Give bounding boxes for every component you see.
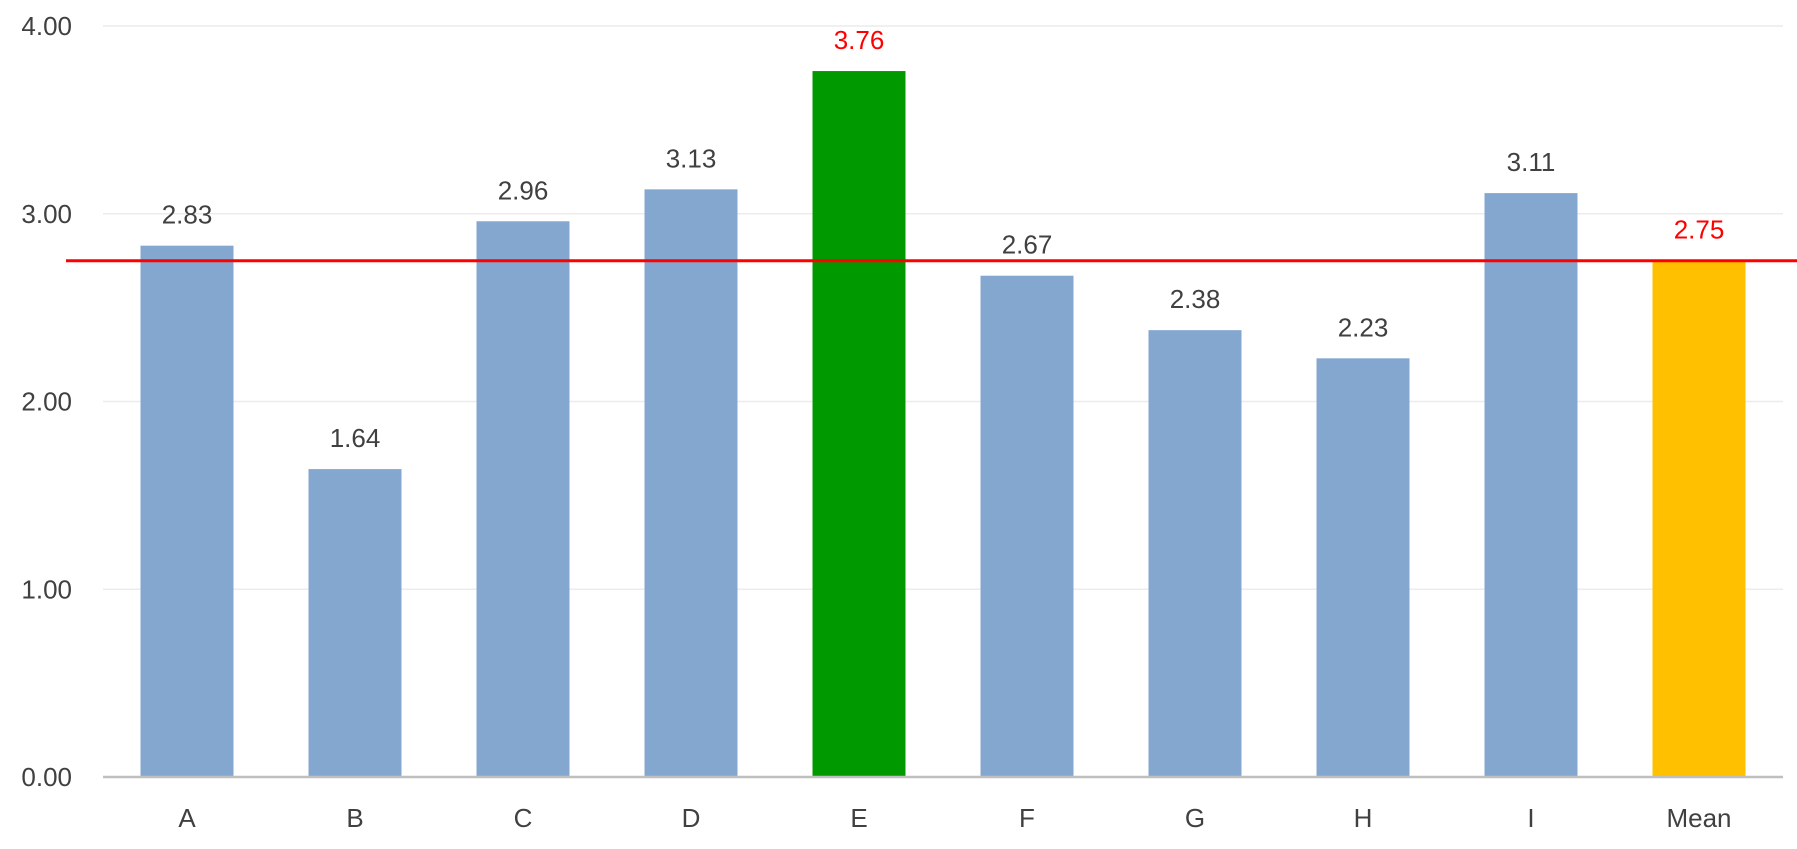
- data-label-d: 3.13: [666, 143, 717, 173]
- bar-e: [812, 71, 906, 777]
- x-category-label: F: [1019, 803, 1035, 833]
- x-category-label: I: [1527, 803, 1534, 833]
- data-label-e: 3.76: [834, 25, 885, 55]
- bar-i: [1484, 193, 1578, 777]
- data-label-h: 2.23: [1338, 312, 1389, 342]
- x-category-label: G: [1185, 803, 1205, 833]
- y-axis-ticks: 0.00 1.00 2.00 3.00 4.00: [21, 11, 72, 792]
- data-label-c: 2.96: [498, 175, 549, 205]
- x-category-label: H: [1354, 803, 1373, 833]
- bar-b: [308, 469, 402, 777]
- x-category-label: B: [346, 803, 363, 833]
- bar-d: [644, 189, 738, 777]
- bar-mean: [1652, 260, 1746, 777]
- data-label-a: 2.83: [162, 200, 213, 230]
- y-tick-label: 0.00: [21, 762, 72, 792]
- y-tick-label: 2.00: [21, 387, 72, 417]
- y-tick-label: 3.00: [21, 199, 72, 229]
- bar-f: [980, 275, 1074, 777]
- x-category-label: D: [682, 803, 701, 833]
- data-label-i: 3.11: [1507, 147, 1556, 177]
- data-label-b: 1.64: [330, 423, 381, 453]
- x-category-label: A: [178, 803, 196, 833]
- bar-a: [140, 245, 234, 778]
- y-tick-label: 4.00: [21, 11, 72, 41]
- bars: [140, 71, 1746, 778]
- bar-c: [476, 221, 570, 777]
- bar-g: [1148, 330, 1242, 777]
- data-label-g: 2.38: [1170, 284, 1221, 314]
- y-tick-label: 1.00: [21, 574, 72, 604]
- x-category-label: E: [850, 803, 867, 833]
- data-labels: 2.83 1.64 2.96 3.13 3.76 2.67 2.38 2.23 3.11 2.75: [162, 25, 1725, 453]
- x-axis-categories: A B C D E F G H I Mean: [178, 803, 1731, 833]
- x-category-label: C: [514, 803, 533, 833]
- x-category-label: Mean: [1666, 803, 1731, 833]
- bar-h: [1316, 358, 1410, 777]
- data-label-mean: 2.75: [1674, 215, 1725, 245]
- data-label-f: 2.67: [1002, 230, 1053, 260]
